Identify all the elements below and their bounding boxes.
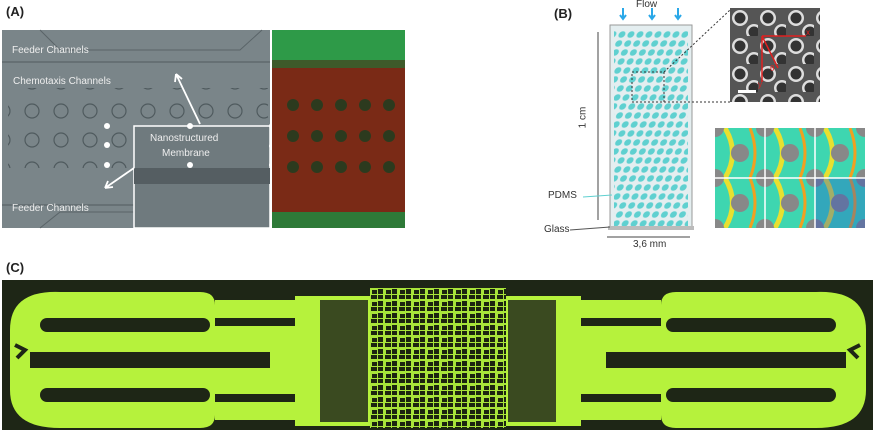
simulation-heatmap [715, 128, 865, 228]
axis-x-label: x [806, 28, 810, 37]
panel-c-device-image [2, 280, 873, 430]
panel-b-label: (B) [554, 6, 573, 21]
panel-a-fluorescence [272, 30, 405, 228]
chemotaxis-channels-label: Chemotaxis Channels [13, 76, 111, 87]
flow-arrows-icon [619, 8, 682, 21]
sem-inset [730, 8, 820, 102]
membrane-label-line2: Membrane [162, 148, 210, 159]
width-label: 3,6 mm [633, 239, 667, 250]
glass-label: Glass [544, 224, 570, 235]
membrane-label-line1: Nanostructured [150, 133, 219, 144]
angle-label: θ [770, 64, 775, 73]
panel-b-device [569, 8, 731, 238]
feeder-channels-top-label: Feeder Channels [12, 45, 89, 56]
feeder-channels-bottom-label: Feeder Channels [12, 203, 89, 214]
flow-label: Flow [636, 0, 658, 10]
panel-a-micrograph [2, 29, 275, 229]
panel-a-label: (A) [6, 4, 25, 19]
arrow-down-icon [104, 167, 135, 189]
panel-c-label: (C) [6, 260, 25, 275]
pdms-label: PDMS [548, 190, 577, 201]
arrow-up-icon [174, 73, 201, 125]
height-label: 1 cm [577, 106, 589, 129]
axis-y-label: y [758, 80, 762, 89]
